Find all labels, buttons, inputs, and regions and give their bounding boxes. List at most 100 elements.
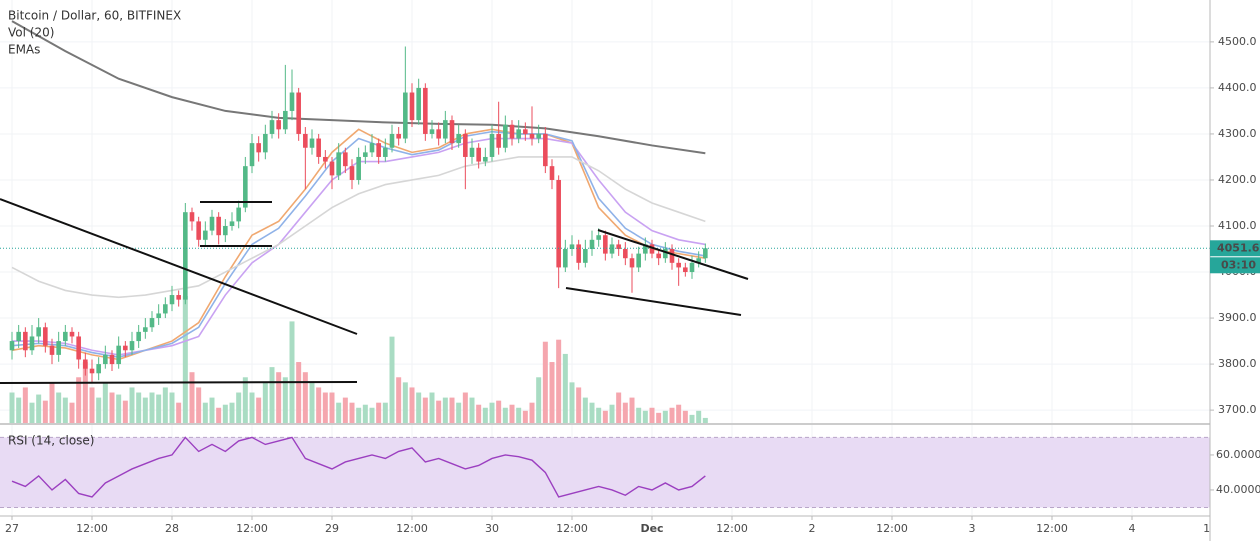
volume-bar: [449, 397, 455, 423]
candle-body: [523, 129, 528, 134]
volume-bar: [89, 387, 95, 423]
volume-bar: [336, 402, 342, 423]
volume-bar: [276, 372, 282, 423]
volume-bar: [596, 407, 602, 423]
candle-body: [103, 354, 108, 365]
candle-body: [23, 331, 28, 351]
candle-body: [289, 92, 295, 111]
y-tick-label: 4500.0: [1218, 35, 1257, 48]
volume-bar: [396, 377, 402, 423]
candle-body: [49, 345, 55, 355]
volume-bar: [342, 397, 348, 423]
candle-body: [83, 359, 88, 369]
candle-body: [649, 244, 655, 254]
candle-body: [529, 133, 535, 139]
x-tick-label: 12:00: [876, 522, 908, 535]
volume-bar: [662, 410, 668, 423]
volume-bar: [36, 394, 42, 423]
volume-bar: [476, 404, 482, 423]
candle-body: [496, 133, 501, 148]
candle-body: [583, 249, 588, 263]
volume-bar: [362, 404, 368, 423]
candle-body: [9, 341, 15, 351]
volume-bar: [56, 392, 62, 423]
volume-bar: [189, 372, 195, 423]
volume-bar: [322, 392, 328, 423]
candle-body: [336, 152, 341, 176]
candle-body: [689, 262, 695, 273]
volume-bar: [369, 407, 375, 423]
candle-body: [323, 156, 328, 162]
volume-bar: [702, 417, 708, 423]
candle-body: [136, 331, 141, 342]
candle-body: [356, 156, 361, 180]
candle-body: [643, 244, 648, 254]
y-tick-label: 4100.0: [1218, 219, 1257, 232]
volume-bar: [62, 397, 68, 423]
volume-bar: [156, 394, 162, 423]
candle-body: [409, 92, 415, 121]
candle-body: [623, 249, 628, 259]
volume-bar: [149, 392, 155, 423]
candle-body: [376, 143, 381, 157]
volume-bar: [202, 402, 208, 423]
volume-bar: [96, 397, 102, 423]
volume-bar: [236, 392, 242, 423]
volume-bar: [356, 407, 362, 423]
x-tick-label: 27: [5, 522, 19, 535]
grid-layer: [0, 0, 1213, 515]
candle-body: [329, 161, 335, 176]
x-tick-label: 12:00: [556, 522, 588, 535]
candle-body: [156, 313, 161, 319]
candle-body: [163, 304, 168, 314]
x-tick-label: 12:00: [396, 522, 428, 535]
volume-bar: [509, 404, 515, 423]
candle-body: [303, 133, 308, 148]
candle-body: [269, 120, 275, 134]
candle-body: [256, 143, 261, 153]
volume-bar: [296, 362, 302, 423]
rsi-y-tick-label: 40.0000: [1216, 483, 1260, 496]
candle-body: [549, 166, 555, 180]
volume-bar: [16, 397, 22, 423]
candle-body: [196, 221, 201, 240]
volume-bar: [522, 410, 528, 423]
y-tick-label: 4200.0: [1218, 173, 1257, 186]
support-line: [0, 381, 358, 384]
candle-body: [383, 147, 388, 157]
volume-bar: [569, 382, 575, 423]
chart-title: Bitcoin / Dollar, 60, BITFINEX: [8, 9, 181, 23]
volume-bar: [542, 341, 548, 423]
volume-bar: [142, 397, 148, 423]
volume-bar: [382, 402, 388, 423]
candle-body: [516, 129, 521, 139]
volume-bar: [216, 407, 222, 423]
ema-line: [11, 20, 706, 155]
volume-bar: [422, 397, 428, 423]
candle-body: [309, 138, 315, 148]
candle-body: [249, 143, 255, 167]
ema-line: [11, 128, 706, 361]
x-tick-label: 12:00: [716, 522, 748, 535]
candle-body: [463, 133, 468, 157]
volume-bar: [222, 404, 228, 423]
volume-bar: [502, 407, 508, 423]
volume-bar: [689, 414, 695, 423]
volume-bar: [576, 387, 582, 423]
candle-body: [596, 235, 601, 240]
volume-bar: [649, 407, 655, 423]
volume-bar: [562, 353, 568, 423]
volume-bar: [482, 407, 488, 423]
candle-body: [223, 225, 228, 236]
last-price-label: 4051.6: [1217, 241, 1260, 254]
candle-body: [503, 124, 508, 148]
ema-legend: EMAs: [8, 43, 40, 57]
candle-body: [656, 253, 661, 259]
volume-bar: [676, 404, 682, 423]
candle-body: [283, 110, 288, 130]
y-tick-label: 3700.0: [1218, 403, 1257, 416]
x-tick-label: 28: [165, 522, 179, 535]
x-tick-label: 12:00: [76, 522, 108, 535]
volume-bar: [636, 407, 642, 423]
